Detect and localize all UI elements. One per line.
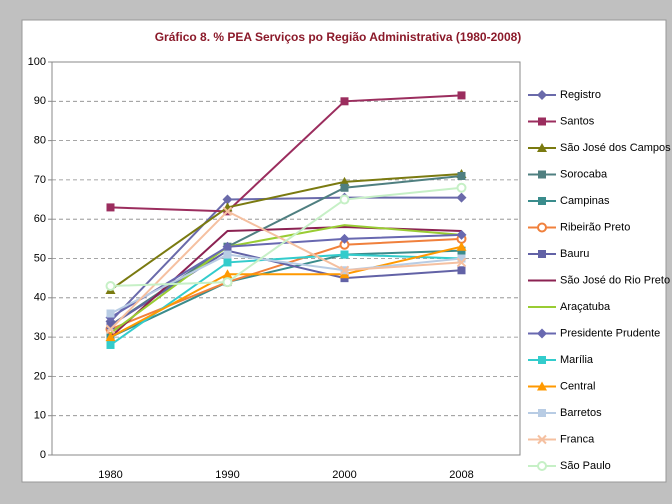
data-point — [340, 97, 349, 106]
legend-label: Ribeirão Preto — [560, 221, 630, 233]
data-point — [106, 203, 115, 212]
legend-label: Araçatuba — [560, 301, 611, 313]
legend-label: Presidente Prudente — [560, 327, 660, 339]
y-tick-label: 30 — [34, 331, 46, 343]
y-tick-label: 50 — [34, 252, 46, 264]
data-point — [457, 266, 466, 275]
series-line — [110, 245, 462, 338]
legend-marker — [538, 409, 546, 417]
legend-label: Bauru — [560, 248, 589, 260]
legend-label: Sorocaba — [560, 168, 608, 180]
y-tick-label: 90 — [34, 95, 46, 107]
legend-label: São Paulo — [560, 460, 611, 472]
data-point — [105, 332, 116, 342]
data-point — [339, 194, 350, 205]
y-tick-label: 0 — [40, 449, 46, 461]
y-tick-label: 60 — [34, 213, 46, 225]
data-point — [106, 321, 115, 330]
y-tick-label: 20 — [34, 370, 46, 382]
legend-marker — [537, 461, 547, 471]
series-line — [110, 186, 462, 288]
data-point — [457, 254, 466, 263]
legend-marker — [537, 434, 547, 445]
x-tick-label: 1980 — [98, 469, 122, 481]
data-point — [105, 281, 116, 292]
x-tick-label: 2000 — [332, 469, 356, 481]
data-point — [106, 309, 115, 318]
legend-label: Central — [560, 380, 595, 392]
legend-marker — [538, 170, 546, 179]
legend-marker — [537, 381, 547, 391]
legend-marker — [537, 143, 547, 152]
legend-label: Barretos — [560, 407, 602, 419]
series-line — [109, 196, 462, 323]
data-point — [222, 206, 233, 217]
y-tick-label: 10 — [34, 410, 46, 422]
data-point — [222, 269, 233, 279]
legend-label: Santos — [560, 115, 595, 127]
legend-label: São José dos Campos — [560, 142, 671, 154]
legend-marker — [538, 117, 546, 126]
legend-label: Marília — [560, 354, 594, 366]
data-point — [339, 176, 350, 186]
series-line — [109, 233, 462, 319]
data-point — [339, 233, 350, 244]
chart-title: Gráfico 8. % PEA Serviços po Região Admi… — [155, 30, 522, 44]
data-point — [456, 229, 467, 240]
series-line — [109, 173, 462, 291]
legend-label: Campinas — [560, 195, 610, 207]
series-line — [110, 249, 462, 339]
legend-label: São José do Rio Preto — [560, 274, 670, 286]
data-point — [223, 258, 232, 267]
series-line — [109, 249, 462, 327]
x-tick-label: 1990 — [215, 469, 239, 481]
legend-marker — [537, 90, 547, 100]
legend-marker — [537, 328, 547, 339]
data-point — [222, 277, 233, 288]
data-point — [340, 183, 349, 192]
data-point — [456, 192, 467, 203]
data-point — [339, 265, 350, 275]
data-point — [105, 324, 116, 334]
series-line — [109, 174, 462, 327]
data-point — [222, 194, 233, 205]
data-point — [223, 250, 232, 259]
y-tick-label: 80 — [34, 135, 46, 147]
x-tick-label: 2008 — [449, 469, 473, 481]
y-tick-label: 70 — [34, 174, 46, 186]
series-line — [110, 94, 462, 213]
data-point — [457, 91, 466, 100]
y-tick-label: 100 — [28, 56, 46, 68]
series-line — [109, 224, 462, 334]
data-point — [340, 250, 349, 259]
legend-marker — [538, 250, 546, 258]
series-line — [109, 253, 462, 346]
data-point — [456, 241, 467, 251]
legend-label: Registro — [560, 89, 601, 101]
legend-marker — [538, 356, 546, 364]
data-point — [222, 241, 233, 252]
legend-label: Franca — [560, 433, 595, 445]
y-tick-label: 40 — [34, 292, 46, 304]
data-point — [456, 182, 467, 193]
legend-marker — [537, 222, 547, 233]
data-point — [456, 257, 467, 268]
legend-marker — [538, 197, 546, 205]
data-point — [106, 340, 115, 349]
data-point — [457, 171, 466, 180]
